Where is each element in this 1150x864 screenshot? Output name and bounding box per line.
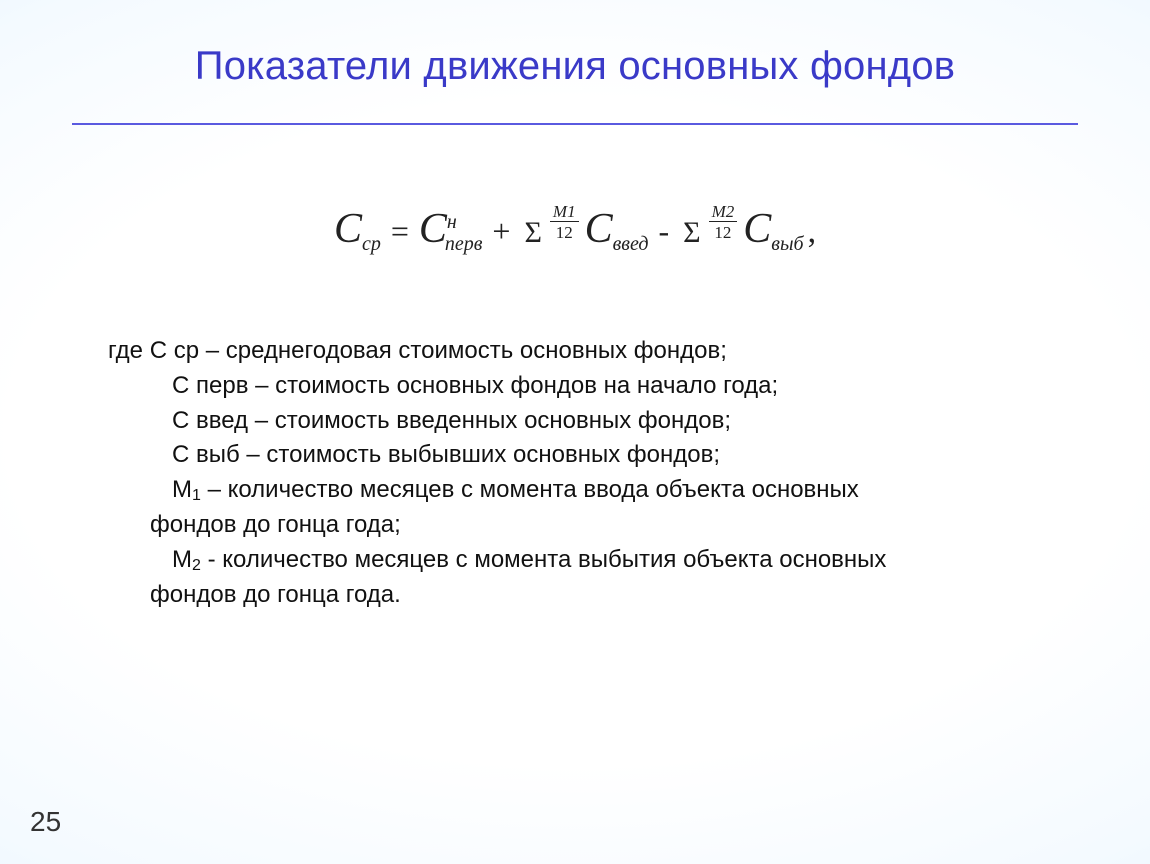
- sym-C4: C: [743, 206, 771, 252]
- page-title: Показатели движения основных фондов: [0, 0, 1150, 89]
- def2-sym: С перв: [172, 372, 248, 399]
- page-number: 25: [30, 806, 61, 838]
- title-text: Показатели движения основных фондов: [195, 44, 955, 88]
- def4-sym: С выб: [172, 441, 240, 468]
- frac-m2-num: M2: [709, 203, 738, 221]
- def6-txt-a: - количество месяцев с момента выбытия о…: [201, 546, 887, 573]
- def5-txt-a: – количество месяцев с момента ввода объ…: [201, 476, 859, 503]
- formula-block: Cср = Cнперв + Σ M1 12 Cввед - Σ M2 12 C…: [0, 203, 1150, 256]
- def6-sym: М: [172, 546, 192, 573]
- def5-sym: М: [172, 476, 192, 503]
- def6-txt-b: фондов до гонца года.: [150, 581, 401, 608]
- def1-sym: С ср: [150, 337, 199, 364]
- def5-sub: 1: [192, 487, 201, 504]
- def2-txt: – стоимость основных фондов на начало го…: [248, 372, 778, 399]
- def-row-4: С выб – стоимость выбывших основных фонд…: [108, 438, 1038, 473]
- frac-m2: M2 12: [707, 203, 740, 241]
- def-row-5b: фондов до гонца года;: [108, 508, 1038, 543]
- sigma-2: Σ: [679, 216, 702, 249]
- def3-sym: С введ: [172, 407, 248, 434]
- def-lead: где: [108, 337, 150, 364]
- sub-cp: ср: [362, 233, 381, 255]
- op-eq: =: [385, 213, 415, 249]
- formula: Cср = Cнперв + Σ M1 12 Cввед - Σ M2 12 C…: [334, 203, 816, 256]
- def-row-3: С введ – стоимость введенных основных фо…: [108, 404, 1038, 439]
- sym-C2: C: [419, 206, 447, 252]
- def-row-2: С перв – стоимость основных фондов на на…: [108, 369, 1038, 404]
- sup-perv: н: [447, 211, 457, 233]
- sym-C1: C: [334, 206, 362, 252]
- frac-m1-den: 12: [550, 221, 579, 241]
- op-minus: -: [652, 213, 675, 249]
- op-plus: +: [486, 213, 516, 249]
- frac-m2-den: 12: [709, 221, 738, 241]
- sub-vved: введ: [613, 233, 649, 255]
- sigma-1: Σ: [520, 216, 543, 249]
- def6-sub: 2: [192, 557, 201, 574]
- def4-txt: – стоимость выбывших основных фондов;: [240, 441, 720, 468]
- title-underline: [72, 123, 1078, 125]
- definitions: где С ср – среднегодовая стоимость основ…: [108, 334, 1038, 612]
- sub-perv: перв: [445, 233, 483, 255]
- def-row-1: где С ср – среднегодовая стоимость основ…: [108, 334, 1038, 369]
- frac-m1: M1 12: [548, 203, 581, 241]
- def1-txt: – среднегодовая стоимость основных фондо…: [199, 337, 727, 364]
- def5-txt-b: фондов до гонца года;: [150, 511, 401, 538]
- def-row-6a: М2 - количество месяцев с момента выбыти…: [108, 543, 1038, 578]
- def-row-5a: М1 – количество месяцев с момента ввода …: [108, 473, 1038, 508]
- frac-m1-num: M1: [550, 203, 579, 221]
- formula-comma: ,: [808, 213, 817, 250]
- def3-txt: – стоимость введенных основных фондов;: [248, 407, 731, 434]
- sym-C3: C: [585, 206, 613, 252]
- def-row-6b: фондов до гонца года.: [108, 578, 1038, 613]
- sub-vyb: выб: [771, 233, 803, 255]
